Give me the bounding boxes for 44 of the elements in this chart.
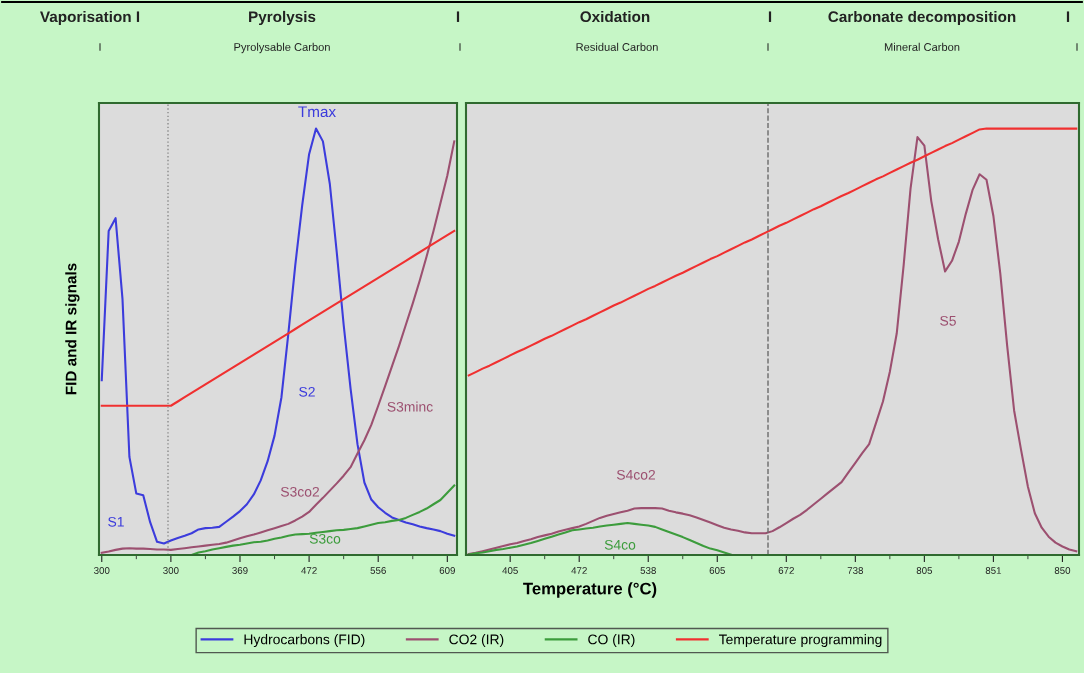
x-tick-label: 300 — [163, 567, 179, 574]
x-tick-label: 850 — [1054, 567, 1071, 574]
x-tick-label: 609 — [439, 567, 455, 574]
x-tick-label: 472 — [301, 567, 317, 574]
text: I — [99, 43, 101, 51]
text: I — [767, 43, 769, 51]
x-tick-label: 805 — [916, 567, 933, 574]
text: Oxidation — [580, 10, 650, 23]
text: I — [456, 11, 460, 22]
text: I — [1076, 43, 1078, 51]
x-tick-label: 300 — [94, 567, 110, 574]
annotation: S3co — [309, 533, 341, 544]
text: Pyrolysable Carbon — [234, 42, 330, 54]
x-tick-label: 556 — [370, 567, 386, 574]
annotation: S2 — [299, 386, 315, 397]
x-tick-label: 851 — [985, 567, 1002, 574]
x-tick-label: 672 — [778, 567, 794, 574]
text: I — [768, 11, 772, 22]
legend-label: Temperature programming — [718, 634, 882, 648]
annotation: S5 — [940, 315, 956, 326]
text: I — [1066, 11, 1070, 22]
legend-label: CO (IR) — [588, 634, 635, 648]
x-tick-label: 405 — [502, 567, 518, 574]
x-tick-label: 369 — [232, 567, 248, 574]
x-tick-label: 738 — [847, 567, 864, 574]
x-tick-label: 605 — [709, 567, 725, 574]
text: Carbonate decomposition — [828, 10, 1016, 26]
legend-label: Hydrocarbons (FID) — [244, 634, 365, 648]
annotation: S1 — [108, 516, 124, 527]
text: Vaporisation I — [40, 10, 140, 26]
text: Mineral Carbon — [884, 42, 960, 51]
text: Residual Carbon — [576, 42, 658, 51]
text: Pyrolysis — [249, 10, 316, 26]
x-axis-title: Temperature (°C) — [523, 582, 657, 598]
annotation: S4co — [604, 539, 636, 550]
x-tick-label: 538 — [640, 567, 656, 574]
y-axis-title: FID and IR signals — [65, 263, 80, 395]
legend-label: CO2 (IR) — [449, 634, 504, 648]
text: I — [459, 43, 461, 51]
text: Tmax — [298, 106, 336, 118]
annotation: S3co2 — [280, 486, 319, 497]
annotation: S4co2 — [616, 469, 655, 480]
x-tick-label: 472 — [571, 567, 587, 574]
annotation: S3minc — [387, 401, 433, 412]
